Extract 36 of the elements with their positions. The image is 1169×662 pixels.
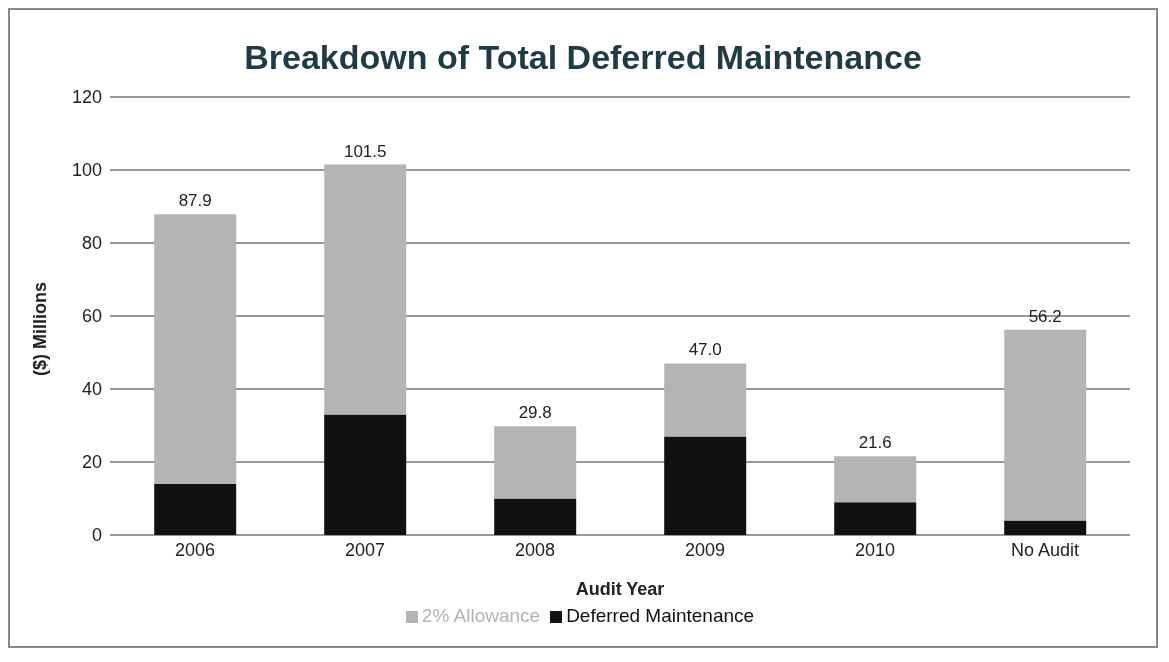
bar <box>1004 520 1087 535</box>
y-tick-label: 60 <box>81 306 102 327</box>
y-tick-label: 80 <box>81 233 102 254</box>
y-tick-label: 120 <box>71 87 102 108</box>
total-label: 47.0 <box>688 340 722 360</box>
bar <box>834 456 917 503</box>
total-label: 101.5 <box>343 141 387 161</box>
y-tick-label: 0 <box>91 525 102 546</box>
x-axis-title: Audit Year <box>575 579 665 599</box>
bar <box>1004 329 1087 521</box>
total-label: 21.6 <box>858 433 892 453</box>
total-label: 29.8 <box>518 403 552 423</box>
legend-label: 2% Allowance <box>421 605 541 626</box>
bar <box>494 426 577 499</box>
bar <box>324 414 407 535</box>
bar <box>494 498 577 535</box>
total-label: 87.9 <box>178 191 212 211</box>
y-tick-label: 40 <box>81 379 102 400</box>
bar <box>154 483 237 535</box>
total-label: 56.2 <box>1028 306 1062 326</box>
x-tick-label: 2010 <box>854 539 896 560</box>
x-tick-label: 2008 <box>514 539 556 560</box>
bar <box>324 164 407 415</box>
chart-title: Breakdown of Total Deferred Maintenance <box>243 37 923 77</box>
y-axis-title: ($) Millions <box>30 282 51 376</box>
x-tick-label: 2009 <box>684 539 726 560</box>
x-tick-label: 2007 <box>344 539 386 560</box>
x-tick-label: 2006 <box>174 539 216 560</box>
y-tick-label: 20 <box>81 452 102 473</box>
legend-label: Deferred Maintenance <box>566 605 755 626</box>
bar <box>154 214 237 484</box>
x-tick-label: No Audit <box>1010 539 1080 560</box>
bar <box>664 363 747 437</box>
y-tick-label: 100 <box>71 160 102 181</box>
bar <box>834 502 917 535</box>
bar <box>664 436 747 535</box>
